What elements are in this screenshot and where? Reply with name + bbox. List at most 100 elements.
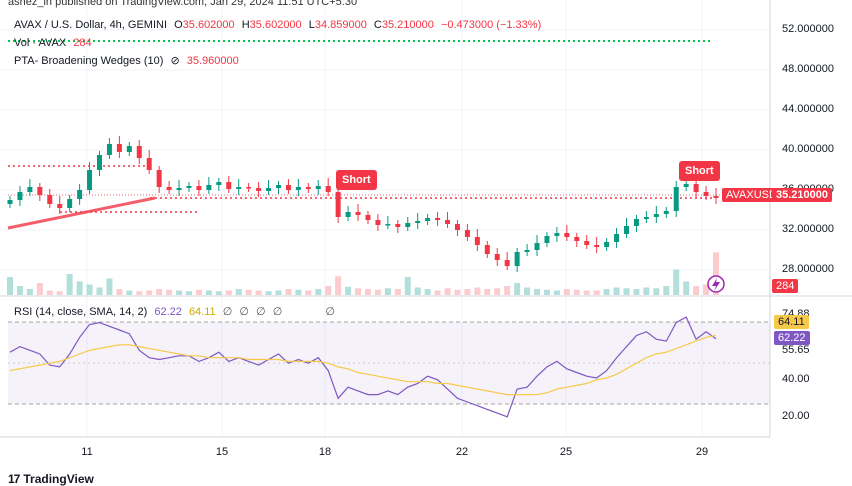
volume-bar: [176, 290, 183, 295]
candle-body: [27, 187, 33, 192]
candle-body: [614, 234, 620, 242]
candle-body: [7, 200, 13, 204]
volume-bar: [325, 286, 332, 295]
volume-legend: Vol · AVAX 284: [14, 37, 96, 49]
volume-bar: [205, 290, 212, 295]
candle-body: [96, 155, 102, 170]
volume-bar: [46, 290, 53, 295]
volume-bar: [494, 288, 501, 295]
price-tick-label: 44.000000: [782, 103, 834, 115]
candle-body: [136, 146, 142, 158]
rsi-tick-label: 55.65: [782, 343, 810, 356]
candle-body: [375, 220, 381, 225]
candle-body: [47, 195, 53, 204]
candle-body: [683, 184, 689, 187]
volume-bar: [484, 289, 491, 295]
volume-bar: [295, 289, 302, 295]
candle-body: [196, 186, 202, 190]
volume-bar: [504, 286, 511, 295]
candle-body: [445, 220, 451, 224]
volume-bar: [285, 289, 292, 295]
candle-body: [305, 187, 311, 189]
volume-bar: [225, 290, 232, 295]
rsi-value: 62.22: [154, 306, 182, 318]
volume-bar: [424, 289, 431, 295]
rsi-tick-label: 40.00: [782, 372, 810, 385]
pta-value: 35.960000: [186, 55, 239, 67]
short-annotation-2[interactable]: Short: [679, 161, 720, 181]
publisher-line: ashez_in published on TradingView.com, J…: [8, 0, 358, 8]
volume-bar: [26, 289, 33, 295]
price-tick-label: 32.000000: [782, 223, 834, 235]
candle-body: [604, 242, 610, 247]
candle-body: [574, 237, 580, 241]
volume-bar: [166, 289, 173, 295]
short-annotation-1[interactable]: Short: [336, 170, 377, 190]
rsi-label[interactable]: RSI (14, close, SMA, 14, 2): [14, 306, 148, 318]
time-tick-label: 18: [318, 446, 332, 458]
candle-body: [186, 186, 192, 188]
volume-bar: [76, 281, 83, 295]
volume-bar: [474, 287, 481, 295]
candle-body: [345, 212, 351, 217]
volume-tag: 284: [772, 279, 799, 293]
candle-body: [37, 187, 43, 195]
current-symbol-tag: AVAXUSD: [722, 188, 781, 202]
candle-body: [325, 186, 331, 192]
volume-bar: [643, 287, 650, 295]
eye-slash-icon[interactable]: ⊘: [170, 55, 180, 67]
tradingview-logo-icon: 17: [8, 472, 20, 486]
rsi-tick-label: 20.00: [782, 409, 810, 422]
candle-body: [703, 192, 709, 196]
volume-bar: [56, 291, 63, 295]
rsi-sma-value: 64.11: [188, 306, 216, 318]
price-tick-label: 52.000000: [782, 23, 834, 35]
pta-label[interactable]: PTA- Broadening Wedges (10): [14, 55, 164, 67]
candle-body: [643, 217, 649, 219]
volume-bar: [514, 283, 521, 295]
time-tick-label: 29: [695, 446, 709, 458]
brand-label: TradingView: [23, 472, 94, 486]
volume-bar: [355, 288, 362, 295]
volume-bar: [96, 287, 103, 295]
candle-body: [544, 236, 550, 243]
price-tick-label: 40.000000: [782, 143, 834, 155]
change-value: −0.473000 (−1.33%): [440, 19, 542, 31]
volume-bar: [16, 286, 23, 295]
volume-label[interactable]: Vol · AVAX: [14, 37, 67, 49]
volume-bar: [464, 289, 471, 295]
candle-body: [156, 170, 162, 187]
volume-bar: [235, 289, 242, 295]
candle-body: [514, 252, 520, 266]
candle-body: [226, 182, 232, 189]
pta-legend: PTA- Broadening Wedges (10) ⊘ 35.960000: [14, 54, 243, 67]
volume-bar: [613, 287, 620, 295]
rsi-sma-tag: 64.11: [774, 315, 809, 329]
tradingview-brand[interactable]: 17 TradingView: [8, 472, 94, 486]
symbol-title[interactable]: AVAX / U.S. Dollar, 4h, GEMINI: [14, 19, 168, 31]
time-tick-label: 25: [559, 446, 573, 458]
grid: [0, 0, 770, 437]
candle-body: [146, 158, 152, 170]
candle-body: [474, 237, 480, 245]
volume-bar: [86, 284, 93, 295]
candle-body: [256, 188, 262, 191]
volume-bar: [185, 291, 192, 295]
candle-body: [415, 221, 421, 223]
candle-body: [206, 185, 212, 190]
volume-bar: [573, 289, 580, 295]
volume-bar: [524, 287, 531, 295]
open-value: 35.602000: [182, 19, 235, 31]
candle-body: [365, 215, 371, 220]
rsi-legend: RSI (14, close, SMA, 14, 2) 62.22 64.11 …: [14, 305, 339, 318]
volume-bar: [583, 290, 590, 295]
volume-bar: [66, 274, 73, 295]
time-tick-label: 11: [81, 446, 93, 458]
volume-bar: [255, 290, 262, 295]
candle-body: [87, 170, 93, 190]
open-label: O: [174, 19, 183, 31]
high-value: 35.602000: [249, 19, 302, 31]
volume-bar: [444, 288, 451, 295]
rsi-extra-5: ∅: [325, 306, 335, 318]
